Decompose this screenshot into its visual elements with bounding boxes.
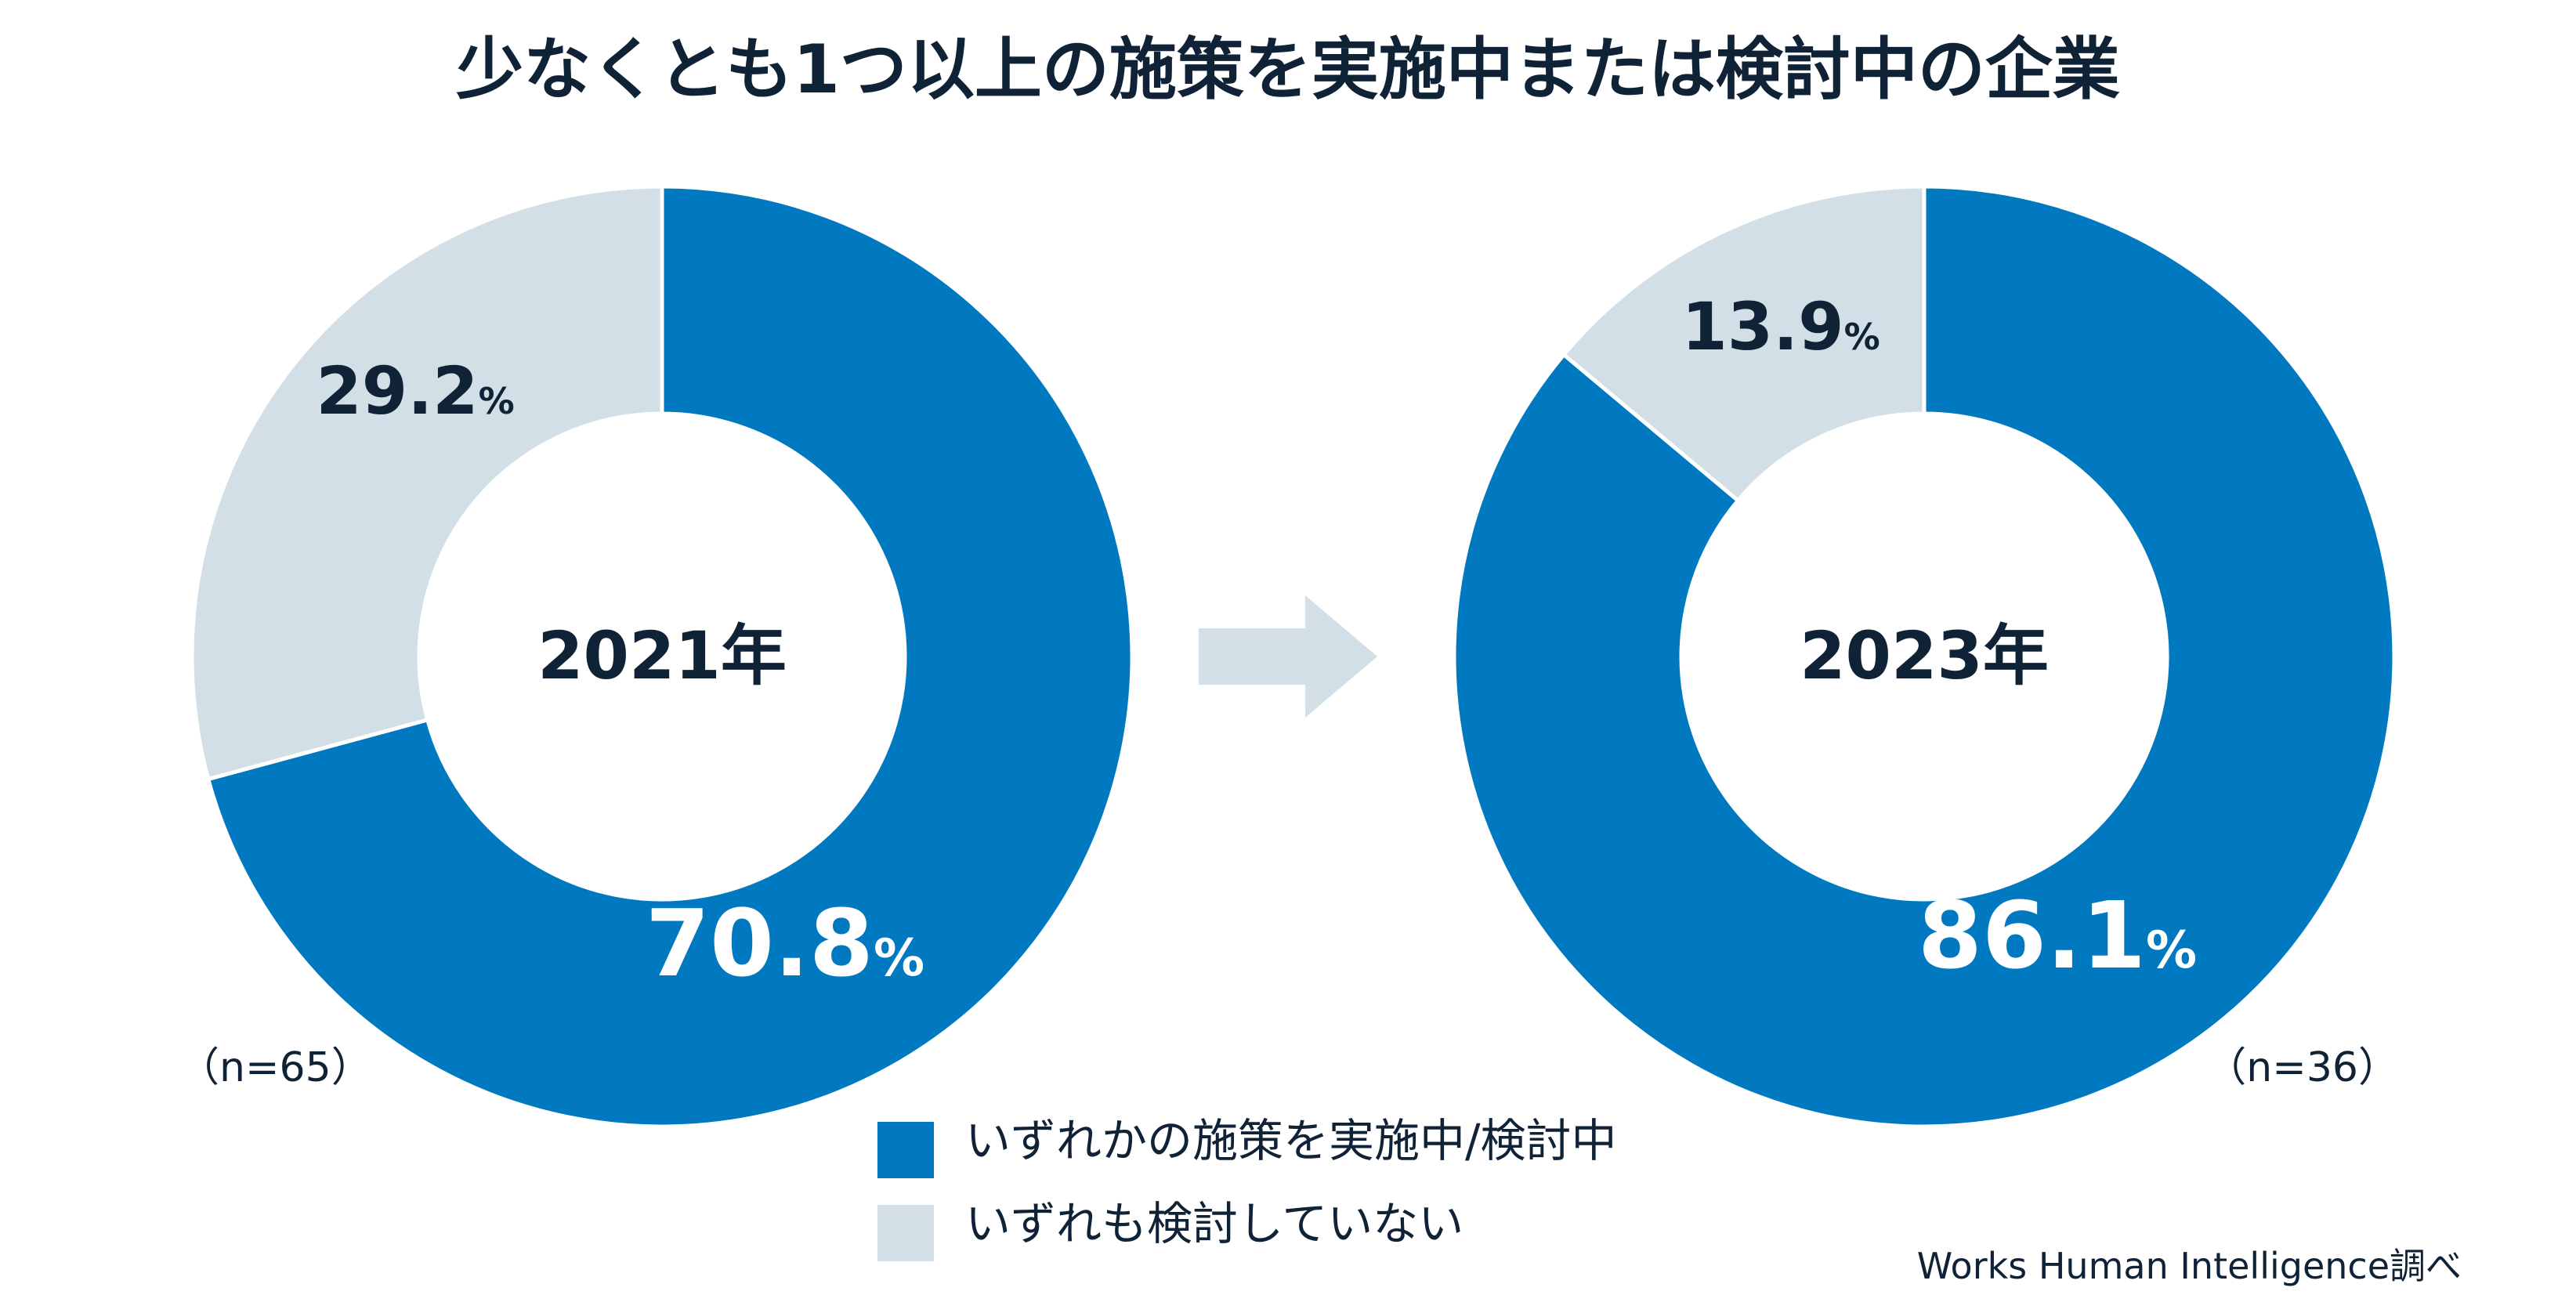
chart-title: 少なくとも1つ以上の施策を実施中または検討中の企業 [456,31,2120,109]
slice-value-number: 29.2 [316,353,478,429]
legend-swatch [877,1122,934,1178]
slice-value-unit: % [1844,316,1880,358]
donut-chart-1: 70.8%29.2%2021年（n=65） [179,184,1134,1129]
sample-size-label: （n=36） [2205,1044,2399,1091]
legend-swatch [877,1205,934,1261]
sample-size-label: （n=65） [179,1044,372,1091]
donut-center-label: 2023年 [1800,617,2049,694]
slice-value-number: 70.8 [646,889,874,997]
donut-chart-2: 86.1%13.9%2023年（n=36） [1452,184,2399,1129]
slice-value-label: 86.1% [1918,881,2197,989]
slice-value-label: 29.2% [316,353,514,429]
slice-value-unit: % [874,929,924,988]
donut-slice [1452,184,2397,1129]
legend-label: いずれも検討していない [965,1197,1463,1250]
source-note: Works Human Intelligence調べ [1917,1245,2462,1287]
slice-value-unit: % [479,380,515,422]
donut-slice [190,184,664,782]
slice-value-label: 13.9% [1681,288,1880,365]
legend-label: いずれかの施策を実施中/検討中 [965,1114,1617,1167]
donut-slice [205,184,1134,1129]
slice-value-unit: % [2146,921,2197,980]
slice-value-number: 13.9 [1681,288,1843,365]
slice-value-number: 86.1 [1918,881,2146,989]
arrow-icon [1199,595,1377,718]
donut-center-label: 2021年 [537,617,787,694]
slice-value-label: 70.8% [646,889,924,997]
donut-slice [1561,184,1927,504]
